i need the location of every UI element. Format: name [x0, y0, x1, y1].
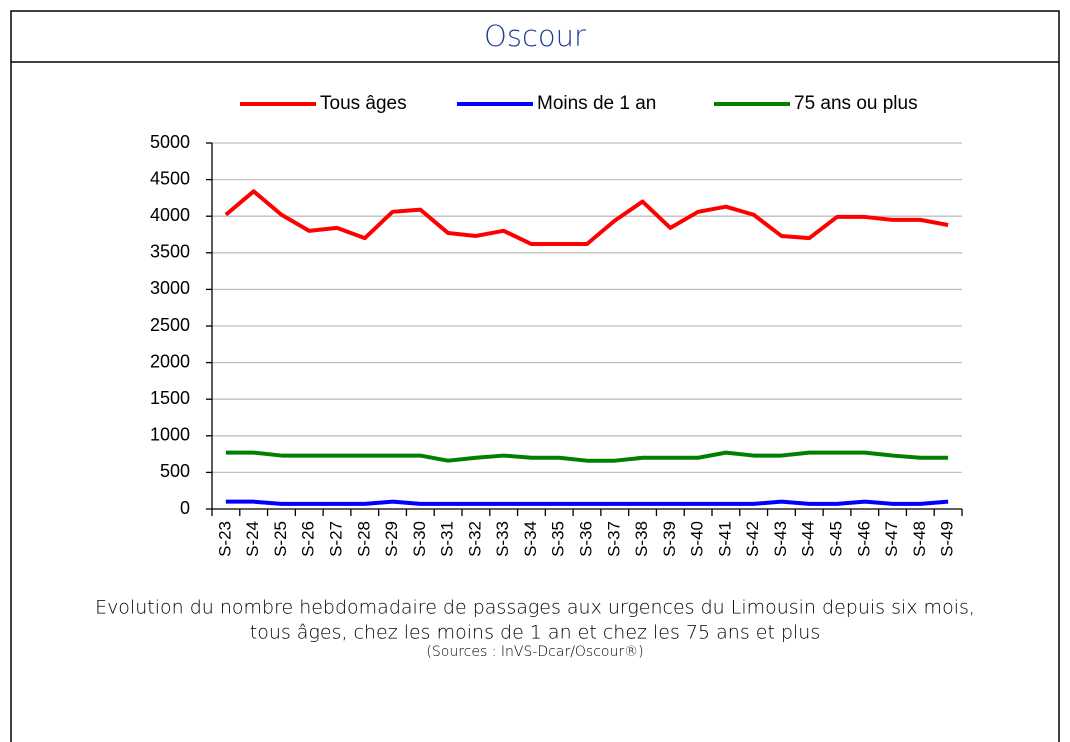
x-tick-label: S-40: [688, 521, 707, 557]
x-tick-label: S-29: [382, 521, 401, 557]
x-tick-label: S-32: [465, 521, 484, 557]
x-tick-label: S-30: [410, 521, 429, 557]
x-tick-label: S-46: [854, 521, 873, 557]
legend-label: Moins de 1 an: [537, 93, 656, 114]
x-tick-label: S-33: [493, 521, 512, 557]
y-tick-label: 2500: [150, 315, 190, 335]
x-tick-label: S-47: [882, 521, 901, 557]
y-tick-label: 500: [160, 461, 190, 481]
x-tick-label: S-37: [604, 521, 623, 557]
x-tick-label: S-25: [271, 521, 290, 557]
x-tick-label: S-41: [715, 521, 734, 557]
legend-label: Tous âges: [320, 93, 407, 114]
y-tick-label: 0: [180, 498, 190, 518]
legend-label: 75 ans ou plus: [794, 93, 918, 114]
y-tick-label: 3500: [150, 242, 190, 262]
x-tick-label: S-45: [826, 521, 845, 557]
series-line: [225, 499, 949, 506]
caption: (Sources : InVS-Dcar/Oscour®): [426, 644, 643, 660]
x-tick-label: S-42: [743, 521, 762, 557]
x-tick-label: S-27: [326, 521, 345, 557]
x-tick-label: S-36: [576, 521, 595, 557]
x-tick-label: S-44: [799, 521, 818, 557]
caption: tous âges, chez les moins de 1 an et che…: [250, 622, 820, 644]
frame: [10, 10, 1060, 742]
y-tick-label: 1000: [150, 425, 190, 445]
x-tick-label: S-38: [632, 521, 651, 557]
y-tick-label: 3000: [150, 278, 190, 298]
y-tick-label: 4000: [150, 205, 190, 225]
header-title: Oscour: [484, 19, 586, 53]
x-tick-label: S-43: [771, 521, 790, 557]
x-tick-label: S-23: [215, 521, 234, 557]
series-line: [224, 189, 949, 247]
x-tick-label: S-28: [354, 521, 373, 557]
y-tick-label: 1500: [150, 388, 190, 408]
x-tick-label: S-35: [549, 521, 568, 557]
x-tick-label: S-31: [438, 521, 457, 557]
series-line: [225, 450, 949, 463]
caption: Evolution du nombre hebdomadaire de pass…: [95, 597, 975, 619]
x-tick-label: S-48: [910, 521, 929, 557]
x-tick-label: S-34: [521, 521, 540, 557]
y-tick-label: 2000: [150, 351, 190, 371]
x-tick-label: S-24: [243, 521, 262, 557]
x-tick-label: S-39: [660, 521, 679, 557]
x-tick-label: S-26: [299, 521, 318, 557]
y-tick-label: 5000: [150, 132, 190, 152]
x-tick-label: S-49: [938, 521, 957, 557]
y-tick-label: 4500: [150, 168, 190, 188]
